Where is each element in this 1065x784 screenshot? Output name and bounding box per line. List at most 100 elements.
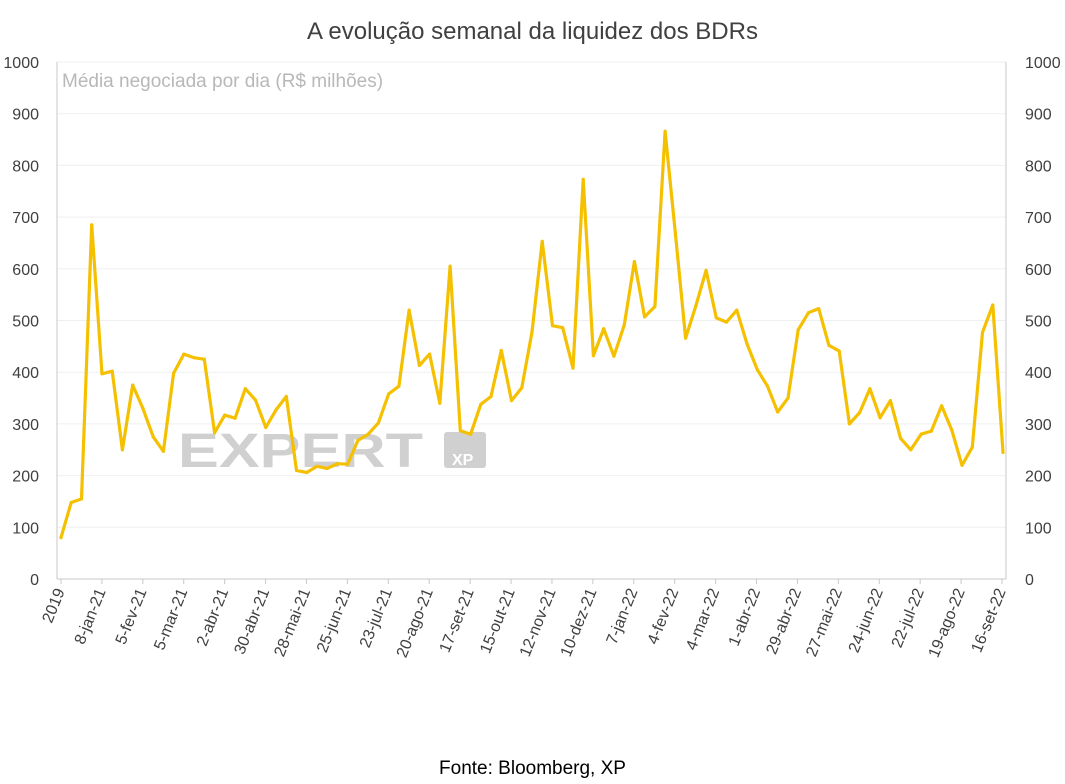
data-point	[243, 387, 247, 391]
data-point	[182, 352, 186, 356]
x-tick-label: 5-fev-21	[113, 586, 151, 647]
data-point	[704, 268, 708, 272]
data-point	[909, 448, 913, 452]
x-tick-label: 19-ago-22	[926, 586, 969, 660]
data-point	[100, 372, 104, 376]
data-point	[161, 449, 165, 453]
x-tick-label: 20-ago-21	[394, 586, 437, 660]
data-point	[1001, 450, 1005, 454]
data-point	[346, 462, 350, 466]
data-point	[530, 330, 534, 334]
y-tick-label-left: 600	[12, 262, 39, 279]
data-point	[69, 500, 73, 505]
data-point	[387, 392, 391, 396]
data-point	[489, 394, 493, 399]
data-point	[899, 436, 903, 440]
data-point	[428, 352, 432, 356]
data-point	[540, 239, 544, 243]
y-unit-label: Média negociada por dia (R$ milhões)	[62, 71, 384, 92]
y-tick-label-left: 100	[12, 520, 39, 537]
data-point	[643, 315, 647, 319]
x-tick-label: 15-out-21	[477, 586, 518, 656]
data-point	[141, 406, 145, 410]
data-point	[335, 462, 340, 466]
data-point	[520, 386, 524, 390]
data-point	[571, 366, 575, 370]
y-axis-left-ticks: 0 100 200 300 400 500 600 700 800 900 1000	[3, 55, 39, 589]
data-point	[264, 425, 268, 430]
data-point	[305, 470, 309, 475]
x-tick-label: 12-nov-21	[517, 586, 560, 659]
data-point	[59, 536, 63, 540]
data-point	[847, 422, 852, 426]
y-tick-label-right: 700	[1025, 210, 1052, 227]
data-point	[919, 432, 923, 436]
x-tick-label: 4-mar-22	[683, 586, 723, 653]
data-point	[448, 264, 452, 268]
data-point	[817, 307, 821, 311]
x-tick-label: 30-abr-21	[232, 586, 274, 657]
x-tick-label: 2019	[40, 586, 69, 625]
x-tick-label: 4-fev-22	[645, 586, 683, 647]
data-point	[929, 429, 933, 433]
y-tick-label-left: 0	[30, 572, 39, 589]
x-tick-label: 8-jan-21	[72, 586, 110, 647]
data-point	[837, 349, 841, 353]
y-tick-label-left: 500	[12, 314, 39, 331]
data-point	[376, 421, 381, 425]
data-point	[581, 177, 585, 181]
x-tick-label: 24-jun-22	[846, 586, 887, 655]
data-point	[212, 431, 217, 435]
data-point	[868, 387, 872, 391]
data-point	[683, 336, 688, 340]
x-tick-label: 5-mar-21	[151, 586, 191, 653]
data-point	[632, 259, 636, 264]
gridlines	[57, 61, 1006, 528]
data-point	[776, 410, 780, 414]
x-tick-label: 16-set-22	[969, 586, 1010, 655]
y-tick-label-right: 200	[1025, 469, 1052, 486]
data-point	[673, 231, 677, 235]
x-tick-label: 29-abr-22	[763, 586, 805, 657]
data-point	[172, 371, 176, 375]
x-tick-label: 23-jul-21	[357, 586, 396, 650]
data-point	[960, 463, 964, 467]
expert-xp-watermark: EXPERT XP	[178, 425, 488, 478]
data-point	[407, 308, 411, 312]
y-tick-label-left: 900	[12, 107, 39, 124]
series	[59, 129, 1005, 540]
y-tick-label-left: 200	[12, 469, 39, 486]
data-point	[591, 354, 596, 358]
x-tick-label: 17-set-21	[437, 586, 478, 655]
x-tick-label: 25-jun-21	[314, 586, 355, 655]
data-point	[602, 327, 606, 331]
data-point	[663, 129, 667, 133]
y-tick-label-right: 900	[1025, 107, 1052, 124]
data-point	[888, 399, 892, 403]
y-tick-label-right: 100	[1025, 520, 1052, 537]
data-point	[131, 383, 135, 387]
y-tick-label-right: 0	[1025, 572, 1034, 589]
x-tick-label: 22-jul-22	[889, 586, 928, 650]
x-axis-ticks: 2019 8-jan-21 5-fev-21 5-mar-21 2-abr-21 30-a…	[40, 579, 1010, 660]
data-point	[612, 354, 616, 358]
data-point	[458, 429, 462, 433]
data-point	[253, 398, 258, 402]
data-point	[858, 410, 862, 415]
data-point	[509, 399, 514, 403]
y-tick-label-right: 400	[1025, 365, 1052, 382]
x-tick-label: 28-mai-21	[271, 586, 314, 659]
data-point	[90, 223, 94, 227]
axes	[56, 62, 1007, 580]
data-point	[622, 323, 626, 327]
data-point	[827, 343, 831, 347]
data-point	[499, 348, 503, 353]
y-tick-label-right: 300	[1025, 417, 1052, 434]
data-point	[745, 342, 749, 346]
data-point	[223, 413, 227, 417]
data-point	[550, 324, 555, 328]
data-point	[735, 308, 739, 312]
data-point	[950, 428, 954, 432]
data-point	[479, 402, 483, 406]
